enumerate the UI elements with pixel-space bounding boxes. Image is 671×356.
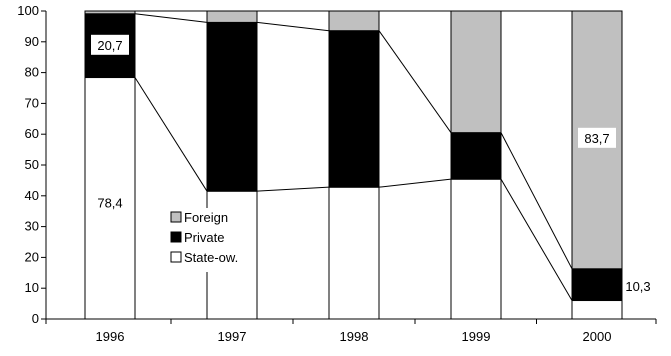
x-tick-label-1996: 1996 [96, 329, 125, 344]
x-tick-label-1999: 1999 [462, 329, 491, 344]
bar-state-ow--1999 [450, 178, 502, 320]
connector-1-2 [378, 30, 452, 133]
legend-label-private: Private [184, 230, 224, 245]
data-label-2000-foreign: 83,7 [584, 131, 609, 146]
y-tick-label-10: 10 [25, 280, 39, 295]
y-tick-label-70: 70 [25, 95, 39, 110]
connector-1-3 [500, 132, 573, 270]
legend-label-state-ow-: State-ow. [184, 250, 238, 265]
connector-1-1 [256, 21, 330, 32]
legend-swatch-foreign [170, 211, 182, 223]
bar-foreign-1998 [328, 10, 380, 32]
data-label-2000-private: 10,3 [625, 279, 650, 294]
y-tick-label-0: 0 [32, 311, 39, 326]
data-label-bg-2000-foreign [578, 127, 616, 148]
connector-0-0 [134, 77, 208, 192]
connector-0-1 [256, 186, 330, 192]
bar-state-ow--1998 [328, 186, 380, 320]
bar-private-1999 [450, 132, 502, 180]
bar-private-1998 [328, 30, 380, 188]
legend: Foreign Private State-ow. [167, 208, 255, 272]
y-tick-label-90: 90 [25, 34, 39, 49]
bar-state-ow--2000 [571, 300, 623, 320]
y-tick-label-40: 40 [25, 188, 39, 203]
bar-foreign-1997 [206, 10, 258, 23]
data-labels: 20,7 78,4 83,7 10,3 [91, 34, 651, 294]
y-tick-label-30: 30 [25, 219, 39, 234]
bar-private-1997 [206, 21, 258, 192]
legend-swatch-state-ow- [170, 251, 182, 263]
x-tick-label-1998: 1998 [340, 329, 369, 344]
connector-1-0 [134, 13, 208, 23]
bar-private-2000 [571, 268, 623, 302]
x-tick-label-1997: 1997 [218, 329, 247, 344]
legend-background [167, 208, 255, 272]
y-tick-label-50: 50 [25, 157, 39, 172]
connector-0-2 [378, 178, 452, 188]
y-tick-label-80: 80 [25, 65, 39, 80]
y-tick-label-60: 60 [25, 126, 39, 141]
legend-label-foreign: Foreign [184, 210, 228, 225]
y-tick-label-20: 20 [25, 249, 39, 264]
x-tick-label-2000: 2000 [583, 329, 612, 344]
bar-state-ow--1996 [84, 77, 136, 320]
data-label-1996-private: 20,7 [97, 38, 122, 53]
bar-foreign-1996 [84, 10, 136, 15]
data-label-bg-1996-private [91, 34, 129, 55]
y-tick-label-100: 100 [17, 3, 39, 18]
connector-0-3 [500, 178, 573, 301]
legend-swatch-private [170, 231, 182, 243]
bar-foreign-1999 [450, 10, 502, 134]
data-label-1996-state-ow-: 78,4 [97, 196, 122, 211]
